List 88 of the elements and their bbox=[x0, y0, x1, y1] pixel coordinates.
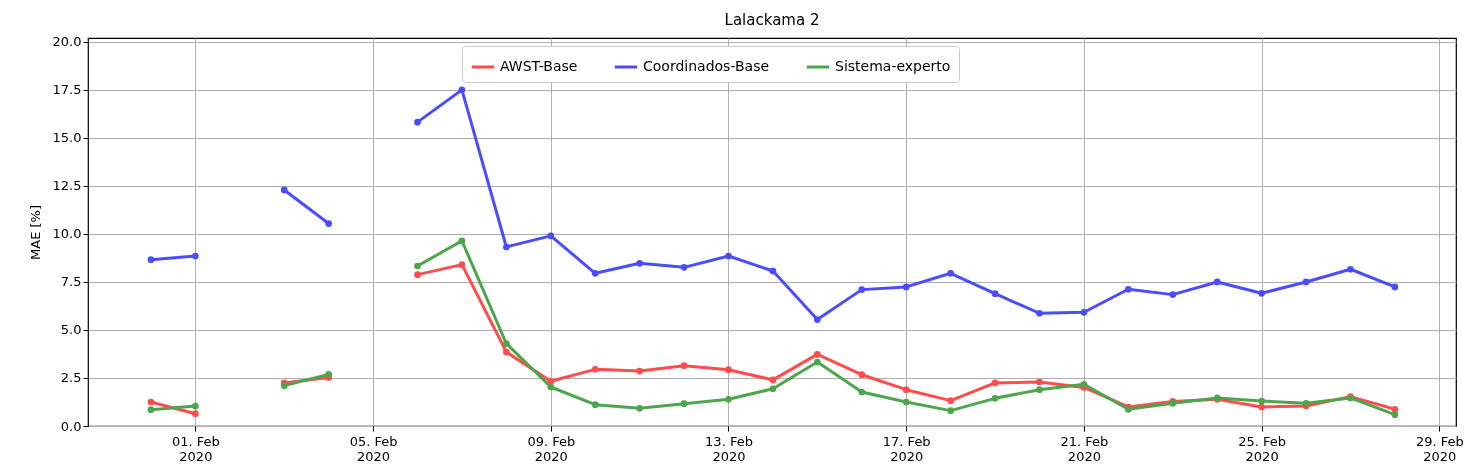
point bbox=[1391, 411, 1399, 419]
point bbox=[858, 286, 866, 293]
y-tick-label: 0.0 bbox=[60, 418, 82, 434]
point bbox=[769, 267, 777, 275]
y-tick-label: 15.0 bbox=[52, 130, 82, 146]
point bbox=[814, 316, 821, 323]
point bbox=[1213, 278, 1221, 286]
point bbox=[991, 394, 999, 402]
point bbox=[725, 252, 732, 260]
point bbox=[192, 410, 199, 418]
point bbox=[1080, 308, 1088, 316]
point bbox=[1347, 265, 1354, 273]
point bbox=[769, 376, 777, 384]
point bbox=[147, 398, 155, 406]
point bbox=[414, 271, 421, 278]
point bbox=[947, 407, 954, 414]
x-tick-label: 13. Feb 2020 bbox=[705, 433, 753, 464]
x-tick-label: 05. Feb 2020 bbox=[349, 433, 398, 464]
point bbox=[814, 351, 821, 358]
point bbox=[458, 261, 466, 268]
point bbox=[192, 252, 199, 260]
point bbox=[814, 358, 821, 366]
point bbox=[325, 370, 332, 378]
point bbox=[902, 283, 910, 291]
point bbox=[769, 385, 777, 393]
point bbox=[725, 395, 732, 403]
point bbox=[1036, 309, 1043, 317]
point bbox=[1080, 380, 1088, 388]
y-tick-label: 17.5 bbox=[52, 82, 82, 98]
point bbox=[680, 264, 688, 271]
y-tick-label: 2.5 bbox=[60, 370, 82, 386]
point bbox=[1391, 283, 1399, 291]
y-tick-label: 5.0 bbox=[60, 322, 82, 338]
point bbox=[192, 402, 199, 410]
point bbox=[947, 397, 954, 404]
point bbox=[591, 269, 599, 277]
point bbox=[147, 256, 155, 264]
x-tick-label: 21. Feb 2020 bbox=[1060, 433, 1109, 464]
x-tick-label: 09. Feb 2020 bbox=[527, 433, 576, 464]
point bbox=[147, 406, 155, 414]
point bbox=[858, 371, 866, 379]
y-tick-label: 10.0 bbox=[52, 226, 82, 242]
point bbox=[1169, 291, 1177, 298]
point bbox=[858, 388, 866, 396]
point bbox=[458, 237, 466, 245]
point bbox=[902, 386, 910, 394]
point bbox=[991, 379, 999, 387]
point bbox=[414, 118, 421, 126]
point bbox=[547, 383, 555, 391]
x-tick-label: 29. Feb 2020 bbox=[1415, 433, 1464, 464]
point bbox=[636, 404, 643, 412]
point bbox=[547, 232, 555, 240]
point bbox=[1036, 386, 1043, 394]
point bbox=[991, 290, 999, 297]
point bbox=[591, 401, 599, 409]
point bbox=[902, 398, 910, 406]
point bbox=[680, 400, 688, 408]
point bbox=[503, 340, 510, 347]
point bbox=[503, 243, 510, 251]
point bbox=[636, 259, 643, 267]
y-tick-label: 7.5 bbox=[60, 274, 82, 290]
point bbox=[325, 220, 332, 227]
point bbox=[1036, 378, 1043, 386]
legend-label: Sistema-experto bbox=[835, 58, 951, 74]
point bbox=[591, 365, 599, 373]
point bbox=[503, 348, 510, 356]
point bbox=[280, 186, 288, 194]
point bbox=[458, 86, 466, 94]
x-tick-label: 25. Feb 2020 bbox=[1238, 433, 1287, 464]
point bbox=[947, 269, 954, 277]
point bbox=[1302, 278, 1310, 286]
point bbox=[1258, 289, 1265, 297]
point bbox=[1258, 397, 1265, 405]
point bbox=[414, 262, 421, 270]
point bbox=[636, 367, 643, 375]
y-tick-label: 20.0 bbox=[52, 34, 82, 50]
x-tick-label: 01. Feb 2020 bbox=[171, 433, 220, 464]
legend-label: AWST-Base bbox=[500, 58, 578, 74]
y-axis-title: MAE [%] bbox=[27, 205, 43, 260]
chart-title: Lalackama 2 bbox=[724, 10, 820, 29]
point bbox=[547, 377, 555, 385]
y-tick-label: 12.5 bbox=[52, 178, 82, 194]
x-tick-label: 17. Feb 2020 bbox=[882, 433, 931, 464]
point bbox=[1124, 285, 1132, 293]
legend-label: Coordinados-Base bbox=[643, 58, 770, 74]
point bbox=[725, 366, 732, 374]
point bbox=[1258, 403, 1265, 411]
point bbox=[680, 362, 688, 370]
